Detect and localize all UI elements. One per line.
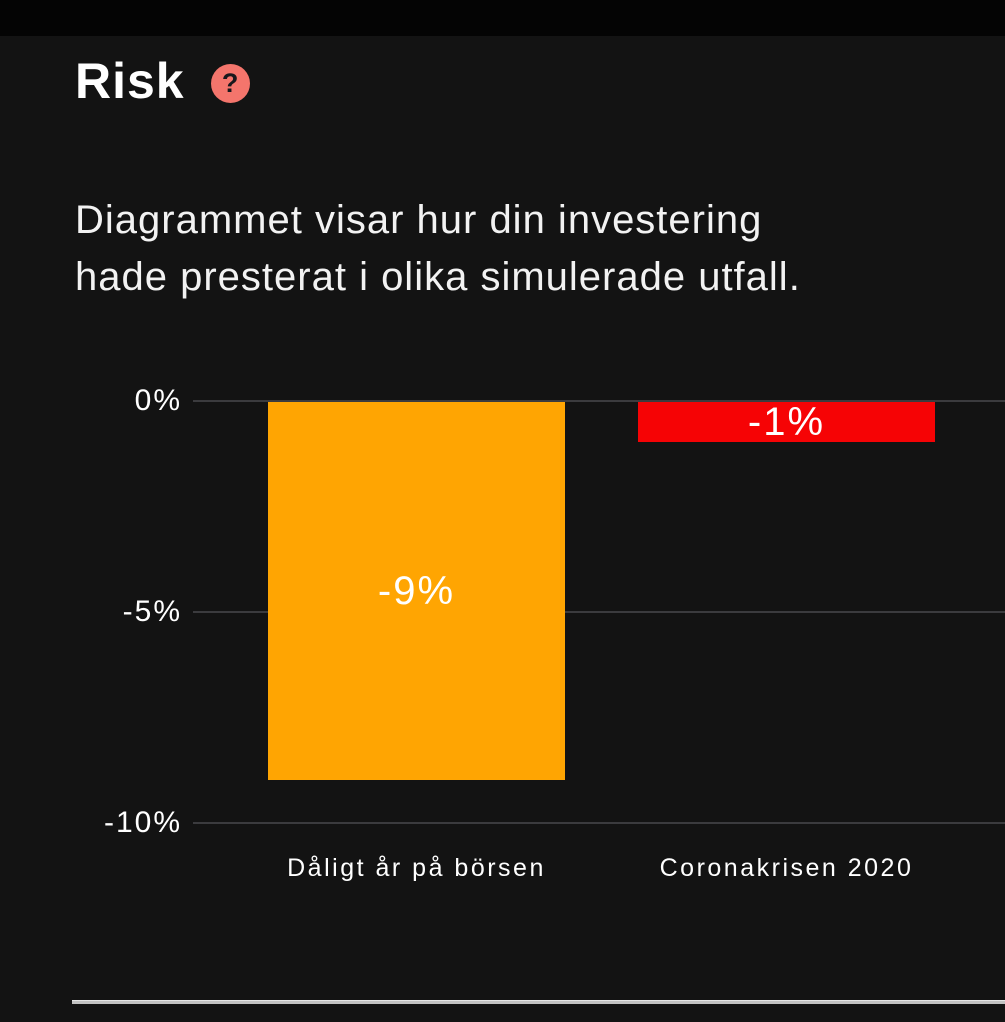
- help-icon[interactable]: ?: [210, 63, 250, 103]
- chart-description: Diagrammet visar hur din investering had…: [75, 198, 801, 299]
- y-axis-tick-label: -10%: [103, 806, 182, 839]
- bottom-divider: [72, 1000, 1005, 1004]
- gridline: [193, 822, 1005, 824]
- chart-bar: -1%: [638, 402, 935, 442]
- gridline: [193, 400, 1005, 402]
- y-axis-tick-label: -5%: [122, 595, 182, 628]
- page-title: Risk: [75, 53, 185, 109]
- x-axis-category-label: Coronakrisen 2020: [659, 854, 914, 882]
- y-axis-tick-label: 0%: [134, 384, 182, 417]
- gridline: [193, 611, 1005, 613]
- x-axis-category-label: Dåligt år på börsen: [287, 854, 546, 882]
- chart-bar: -9%: [268, 402, 565, 780]
- bar-value-label: -1%: [747, 400, 826, 444]
- title-row: Risk ?: [75, 52, 250, 110]
- status-bar-area: [0, 0, 1005, 36]
- bar-value-label: -9%: [377, 569, 456, 613]
